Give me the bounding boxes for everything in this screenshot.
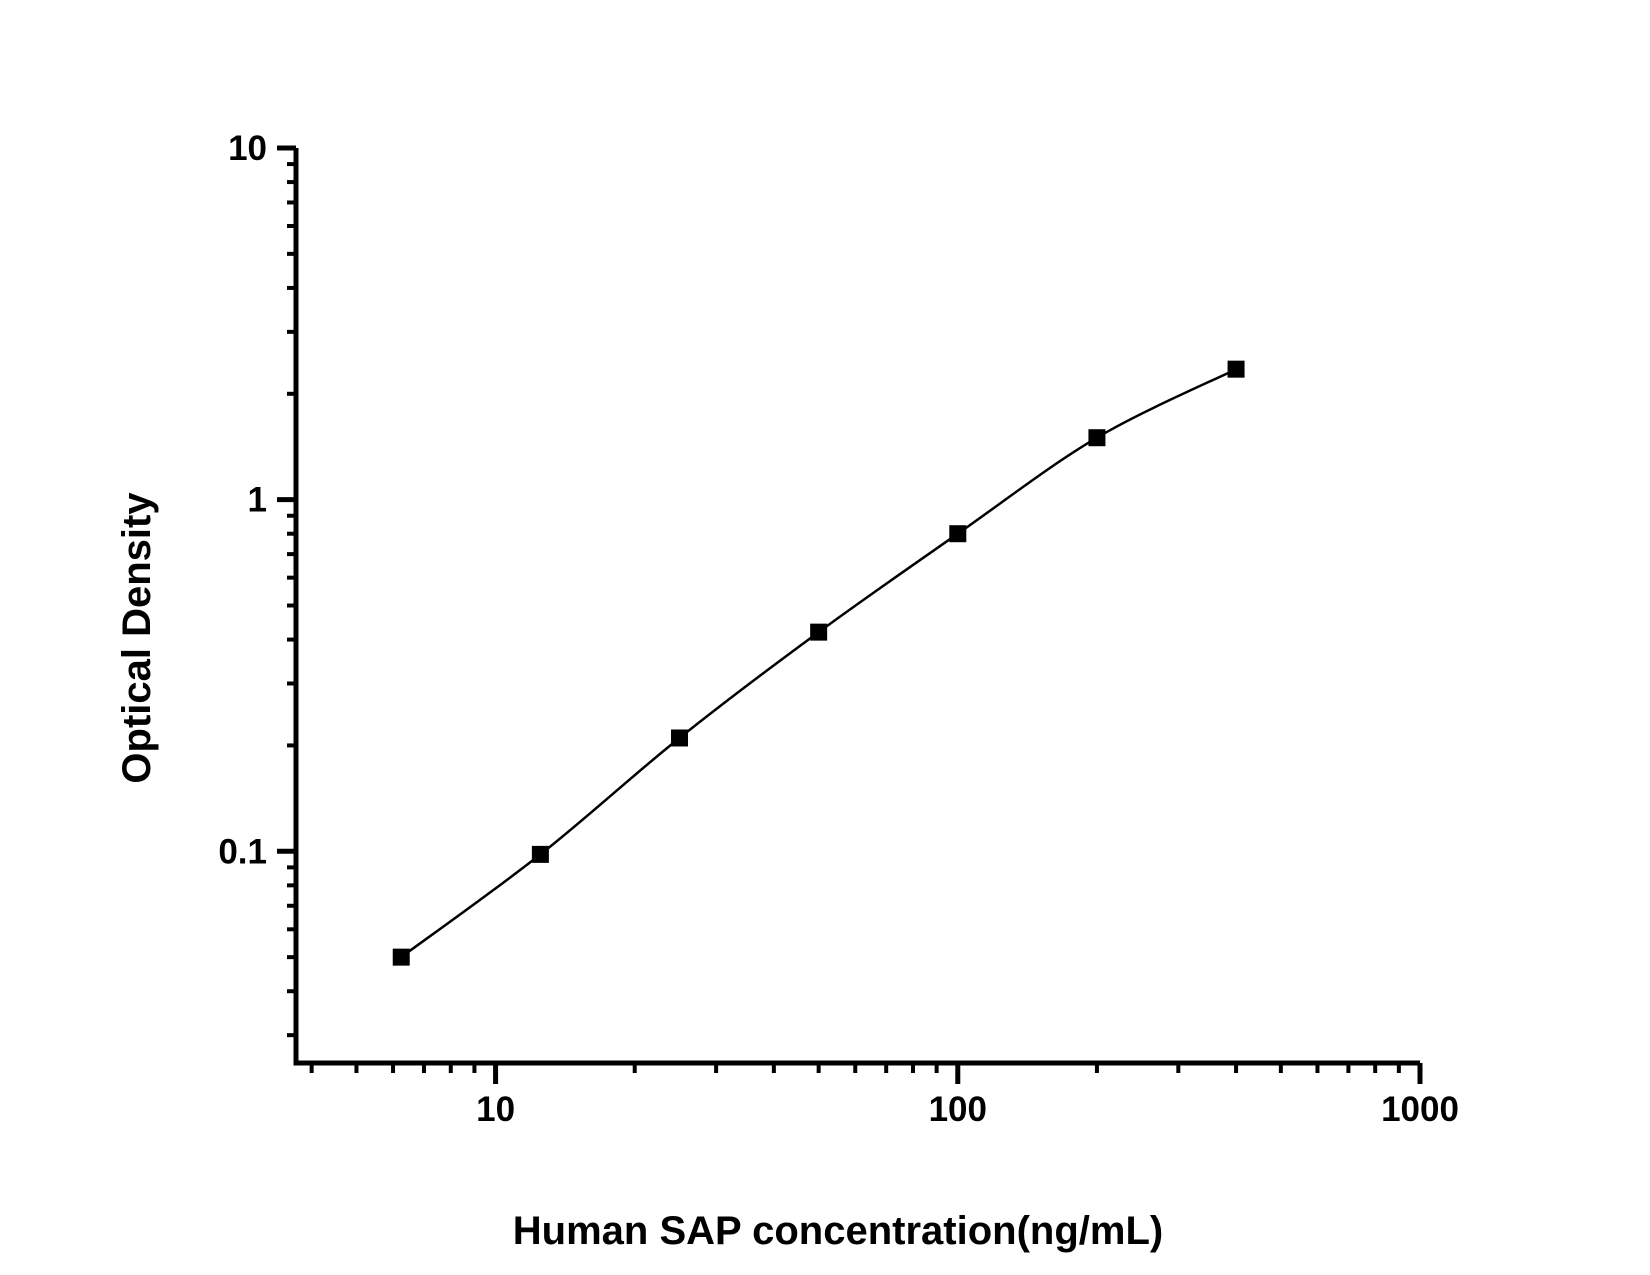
y-axis-tick-label: 1 — [248, 481, 267, 520]
data-point-square-marker — [810, 623, 828, 641]
data-point-square-marker — [1088, 429, 1106, 447]
x-axis-tick-label: 1000 — [1381, 1090, 1459, 1129]
data-point-square-marker — [949, 525, 967, 543]
data-point-markers — [392, 360, 1245, 966]
standard-curve-line — [400, 368, 1237, 959]
data-point-square-marker — [671, 729, 689, 747]
y-axis-tick-label: 0.1 — [218, 832, 267, 871]
y-axis-title: Optical Density — [115, 492, 159, 784]
data-point-square-marker — [392, 948, 410, 966]
x-axis-tick-label: 100 — [929, 1090, 987, 1129]
tick-labels: 10 100 1000 0.1 1 10 — [218, 129, 1459, 1129]
axes — [277, 145, 1423, 1084]
x-axis-tick-label: 10 — [476, 1090, 515, 1129]
data-point-square-marker — [531, 845, 549, 863]
x-axis-title: Human SAP concentration(ng/mL) — [513, 1209, 1163, 1253]
data-point-square-marker — [1227, 360, 1245, 378]
y-axis-tick-label: 10 — [228, 129, 267, 168]
axis-spines — [293, 148, 1420, 1066]
